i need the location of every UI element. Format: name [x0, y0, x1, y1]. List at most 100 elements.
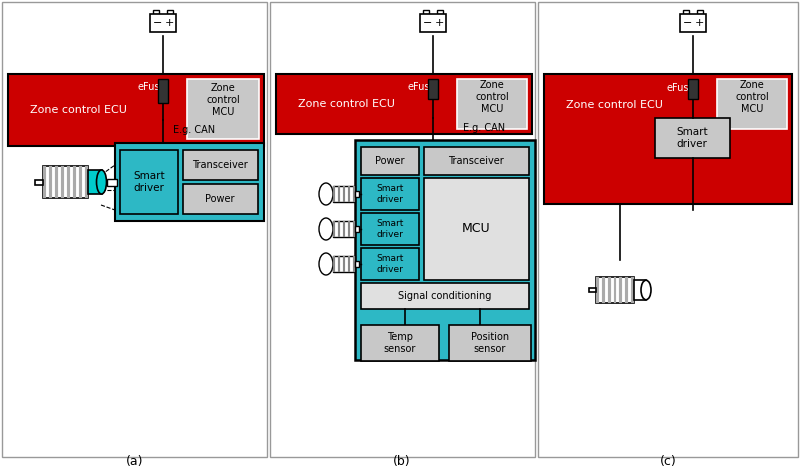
Bar — [42, 166, 46, 198]
Bar — [361, 283, 529, 309]
Bar — [183, 150, 258, 180]
Bar — [150, 14, 176, 32]
Bar — [34, 179, 42, 185]
Bar — [626, 277, 628, 303]
Text: Temp
sensor: Temp sensor — [384, 332, 416, 354]
Bar — [73, 166, 75, 198]
Bar — [717, 79, 787, 129]
Text: −: − — [683, 18, 693, 28]
Text: Transceiver: Transceiver — [448, 156, 504, 166]
Text: eFuse: eFuse — [666, 83, 695, 93]
Text: Power: Power — [206, 194, 234, 204]
Text: Zone control ECU: Zone control ECU — [298, 99, 394, 109]
Bar — [355, 226, 359, 232]
Bar — [187, 79, 259, 139]
Text: Power: Power — [375, 156, 405, 166]
Bar — [183, 184, 258, 214]
Bar — [361, 147, 419, 175]
Bar — [333, 186, 335, 202]
Bar — [333, 221, 335, 237]
Text: Zone control ECU: Zone control ECU — [566, 100, 662, 110]
Bar — [342, 186, 346, 202]
Bar — [428, 79, 438, 99]
Bar — [424, 178, 529, 280]
Bar — [342, 256, 346, 272]
Ellipse shape — [319, 253, 333, 275]
Bar — [544, 74, 792, 204]
Bar — [355, 191, 359, 197]
Bar — [680, 14, 706, 32]
Bar — [423, 10, 429, 14]
Bar — [697, 10, 703, 14]
Bar — [78, 166, 82, 198]
Text: Zone
control
MCU: Zone control MCU — [206, 83, 240, 117]
Bar — [42, 166, 87, 198]
Text: eFuse: eFuse — [408, 82, 436, 92]
Text: Smart
driver: Smart driver — [676, 127, 708, 149]
Bar — [348, 186, 350, 202]
Text: Smart
driver: Smart driver — [376, 184, 404, 203]
Bar — [361, 178, 419, 210]
Bar — [348, 256, 350, 272]
Bar — [619, 277, 622, 303]
Bar — [8, 74, 264, 146]
Bar — [361, 248, 419, 280]
Bar — [353, 256, 355, 272]
Bar — [634, 280, 646, 300]
Bar — [85, 166, 87, 198]
Bar — [353, 221, 355, 237]
Bar — [688, 79, 698, 99]
Text: Zone
control
MCU: Zone control MCU — [735, 81, 769, 114]
Text: (b): (b) — [393, 455, 411, 469]
Ellipse shape — [641, 280, 651, 300]
Bar — [449, 325, 531, 361]
Text: Transceiver: Transceiver — [192, 160, 248, 170]
Bar — [333, 256, 335, 272]
Text: −: − — [423, 18, 433, 28]
Bar — [596, 277, 599, 303]
Bar — [602, 277, 605, 303]
Bar — [420, 14, 446, 32]
Bar — [338, 186, 340, 202]
Ellipse shape — [319, 183, 333, 205]
Text: Smart
driver: Smart driver — [376, 219, 404, 239]
Bar — [333, 256, 355, 272]
Bar — [333, 221, 355, 237]
Text: Zone
control
MCU: Zone control MCU — [475, 81, 509, 114]
Bar — [608, 277, 610, 303]
Ellipse shape — [97, 170, 106, 194]
Bar — [589, 288, 596, 292]
Text: Zone control ECU: Zone control ECU — [30, 105, 126, 115]
Bar — [276, 74, 532, 134]
Bar — [424, 147, 529, 175]
Bar — [348, 221, 350, 237]
Bar — [167, 10, 173, 14]
Bar — [61, 166, 63, 198]
Bar — [106, 179, 117, 186]
Bar — [153, 10, 159, 14]
Text: Position
sensor: Position sensor — [471, 332, 509, 354]
Bar — [353, 186, 355, 202]
Bar — [54, 166, 58, 198]
Bar — [338, 256, 340, 272]
Bar — [683, 10, 689, 14]
Bar — [120, 150, 178, 214]
Bar — [270, 2, 535, 457]
Bar — [655, 118, 730, 158]
Bar — [342, 221, 346, 237]
Bar — [355, 261, 359, 267]
Bar — [596, 277, 634, 303]
Text: Smart
driver: Smart driver — [376, 254, 404, 274]
Text: +: + — [164, 18, 174, 28]
Bar — [538, 2, 798, 457]
Bar — [49, 166, 51, 198]
Bar — [355, 140, 535, 360]
Bar — [338, 221, 340, 237]
Text: Signal conditioning: Signal conditioning — [398, 291, 492, 301]
Bar — [2, 2, 267, 457]
Bar — [361, 325, 439, 361]
Text: MCU: MCU — [462, 222, 490, 236]
Bar — [115, 143, 264, 221]
Text: (a): (a) — [126, 455, 144, 469]
Bar — [631, 277, 634, 303]
